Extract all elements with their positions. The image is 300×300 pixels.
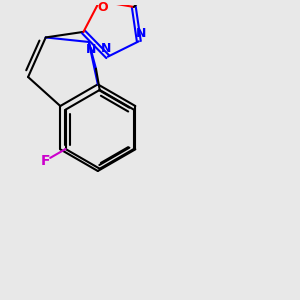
- Text: N: N: [100, 42, 111, 55]
- Text: F: F: [40, 154, 50, 168]
- Text: N: N: [136, 27, 146, 40]
- Text: O: O: [97, 1, 108, 13]
- Text: N: N: [85, 43, 96, 56]
